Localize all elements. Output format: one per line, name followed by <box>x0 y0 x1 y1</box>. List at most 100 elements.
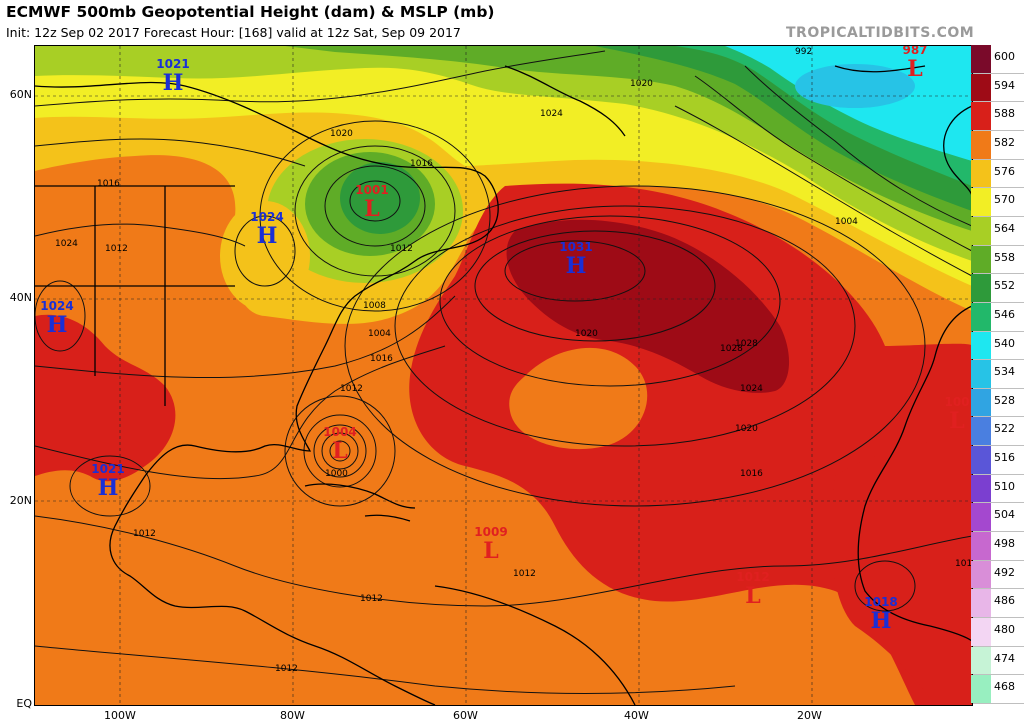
center-pressure-value: 1012 <box>736 570 769 584</box>
legend-entry-468: 468 <box>971 675 1024 704</box>
center-pressure-value: 1021 <box>156 57 189 71</box>
isobar-label: 1028 <box>735 339 758 349</box>
legend-swatch <box>971 102 991 130</box>
lat-label-eq: EQ <box>16 697 32 710</box>
isobar-label: 1016 <box>410 159 433 169</box>
legend-entry-576: 576 <box>971 159 1024 189</box>
center-symbol: H <box>257 223 278 249</box>
legend-label: 522 <box>994 422 1015 436</box>
center-symbol: L <box>907 56 922 82</box>
isobar-label: 1020 <box>330 129 353 139</box>
legend-swatch <box>971 503 991 532</box>
watermark: TROPICALTIDBITS.COM <box>786 25 975 41</box>
isobar-label: 1016 <box>955 559 972 569</box>
map-panel: 1021 H 1024 H 1001 L 1031 H 1024 H 1021 H 1009 L 1012 L… <box>34 45 973 706</box>
map-svg: 1021H1024H1001L1031H1024H1021H1009L1012L… <box>35 46 972 705</box>
lon-label-100w: 100W <box>104 709 136 722</box>
legend-entry-570: 570 <box>971 188 1024 217</box>
legend-swatch <box>971 274 991 302</box>
center-symbol: H <box>98 475 119 501</box>
height-534 <box>795 64 915 108</box>
legend-label: 492 <box>994 565 1015 579</box>
legend-swatch <box>971 675 991 703</box>
lon-label-20w: 20W <box>797 709 822 722</box>
legend-swatch <box>971 130 991 159</box>
isobar-label: 1012 <box>390 244 413 254</box>
isobar-label: 1012 <box>275 664 298 674</box>
isobar-label: 1012 <box>340 384 363 394</box>
legend-swatch <box>971 245 991 274</box>
legend-swatch <box>971 446 991 474</box>
isobar-label: 1016 <box>97 179 120 189</box>
height-594-core <box>506 219 790 393</box>
gridlines <box>35 46 972 705</box>
legend-label: 552 <box>994 279 1015 293</box>
isobar-label: 1024 <box>540 109 563 119</box>
legend-label: 576 <box>994 164 1015 178</box>
center-symbol: L <box>364 196 379 222</box>
legend-swatch <box>971 417 991 446</box>
center-pressure-value: 1004 <box>323 425 356 439</box>
isobar-label: 1016 <box>370 354 393 364</box>
legend-swatch <box>971 302 991 331</box>
legend-swatch <box>971 474 991 503</box>
isobars <box>35 50 972 694</box>
legend-entry-516: 516 <box>971 446 1024 475</box>
legend-label: 486 <box>994 594 1015 608</box>
legend-swatch <box>971 159 991 188</box>
legend-label: 594 <box>994 78 1015 92</box>
lon-label-60w: 60W <box>453 709 478 722</box>
legend-label: 474 <box>994 651 1015 665</box>
center-pressure-value: 1009 <box>474 525 507 539</box>
legend-swatch <box>971 589 991 618</box>
isobar-label: 1020 <box>630 79 653 89</box>
legend-swatch <box>971 45 991 73</box>
legend-label: 534 <box>994 365 1015 379</box>
legend-entry-504: 504 <box>971 503 1024 533</box>
center-symbol: H <box>566 253 587 279</box>
legend-swatch <box>971 188 991 216</box>
height-582-atlantic-pocket <box>509 347 648 450</box>
legend-swatch <box>971 560 991 589</box>
legend-swatch <box>971 216 991 245</box>
legend-swatch <box>971 618 991 646</box>
isobar-label: 1016 <box>740 469 763 479</box>
legend-label: 558 <box>994 250 1015 264</box>
legend-entry-480: 480 <box>971 618 1024 647</box>
isobar-label: 1020 <box>735 424 758 434</box>
legend-label: 600 <box>994 50 1015 63</box>
legend-label: 516 <box>994 451 1015 465</box>
legend-swatch <box>971 73 991 102</box>
legend-entry-582: 582 <box>971 130 1024 160</box>
isobar-label: 1008 <box>363 301 386 311</box>
legend-entry-522: 522 <box>971 417 1024 447</box>
center-pressure-value: 987 <box>902 46 927 57</box>
isobar-label: 1012 <box>133 529 156 539</box>
lat-label-40n: 40N <box>9 291 32 304</box>
legend-entry-594: 594 <box>971 73 1024 103</box>
legend-label: 504 <box>994 508 1015 522</box>
lon-label-80w: 80W <box>280 709 305 722</box>
legend-label: 582 <box>994 135 1015 149</box>
center-pressure-value: 1031 <box>559 240 592 254</box>
legend-entry-534: 534 <box>971 360 1024 389</box>
height-588-west <box>35 314 176 482</box>
center-symbol: H <box>163 70 184 96</box>
center-pressure-value: 1021 <box>91 462 124 476</box>
legend-label: 498 <box>994 537 1015 551</box>
height-552-low-core <box>340 162 420 234</box>
legend-label: 564 <box>994 221 1015 235</box>
coastlines <box>35 65 972 705</box>
center-pressure-value: 1018 <box>864 595 897 609</box>
chart-title: ECMWF 500mb Geopotential Height (dam) & … <box>6 3 495 21</box>
legend-entry-546: 546 <box>971 302 1024 332</box>
legend-label: 468 <box>994 680 1015 694</box>
isobar-label: 1028 <box>720 344 743 354</box>
